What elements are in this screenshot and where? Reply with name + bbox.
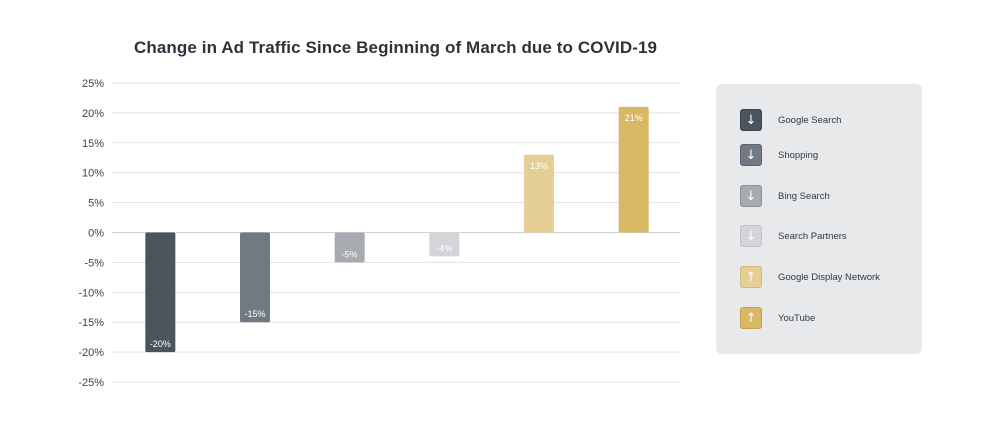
y-axis: 25% 20% 15% 10% 5% 0% -5% -10% -15% -20% -25%	[78, 78, 104, 389]
y-tick-label: 15%	[82, 138, 104, 150]
y-tick-label: 5%	[88, 198, 104, 210]
data-label: -20%	[150, 339, 171, 349]
arrow-up-icon: ↑	[740, 266, 762, 288]
y-tick-label: 20%	[82, 108, 104, 120]
legend-label: Google Display Network	[778, 271, 880, 283]
data-label: -15%	[244, 309, 265, 319]
legend: ↓ Google Search ↓ Shopping ↓ Bing Search…	[716, 84, 922, 354]
arrow-down-icon: ↓	[740, 109, 762, 131]
bar	[240, 232, 270, 323]
bar	[618, 106, 649, 233]
y-tick-label: -10%	[78, 287, 104, 299]
legend-label: Bing Search	[778, 190, 830, 202]
legend-item-bing-search: ↓ Bing Search	[740, 184, 830, 208]
legend-item-search-partners: ↓ Search Partners	[740, 224, 847, 248]
bar	[429, 232, 460, 257]
y-tick-label: -5%	[84, 257, 104, 269]
data-labels: -20% -15% -5% -4% 13% 21%	[150, 113, 643, 349]
data-label: -4%	[436, 243, 452, 253]
bar	[145, 232, 176, 353]
y-tick-label: 0%	[88, 228, 104, 240]
bar	[334, 232, 365, 263]
y-tick-label: 25%	[82, 78, 104, 90]
legend-label: Shopping	[778, 149, 819, 161]
legend-label: Search Partners	[778, 230, 847, 242]
data-label: -5%	[342, 249, 358, 259]
data-label: 13%	[530, 161, 548, 171]
legend-item-google-display-network: ↑ Google Display Network	[740, 265, 880, 289]
arrow-down-icon: ↓	[740, 225, 762, 247]
chart-title: Change in Ad Traffic Since Beginning of …	[134, 38, 658, 57]
arrow-down-icon: ↓	[740, 144, 762, 166]
bars	[145, 106, 649, 353]
y-tick-label: -25%	[78, 377, 104, 389]
arrow-up-icon: ↑	[740, 307, 762, 329]
legend-item-shopping: ↓ Shopping	[740, 143, 818, 167]
data-label: 21%	[625, 113, 643, 123]
bar	[524, 154, 554, 233]
y-tick-label: -20%	[78, 347, 104, 359]
legend-label: Google Search	[778, 114, 842, 126]
legend-label: YouTube	[778, 312, 816, 324]
arrow-down-icon: ↓	[740, 185, 762, 207]
y-tick-label: 10%	[82, 168, 104, 180]
grid-lines	[112, 82, 680, 383]
legend-item-youtube: ↑ YouTube	[740, 306, 815, 330]
legend-item-google-search: ↓ Google Search	[740, 108, 841, 132]
y-tick-label: -15%	[78, 317, 104, 329]
